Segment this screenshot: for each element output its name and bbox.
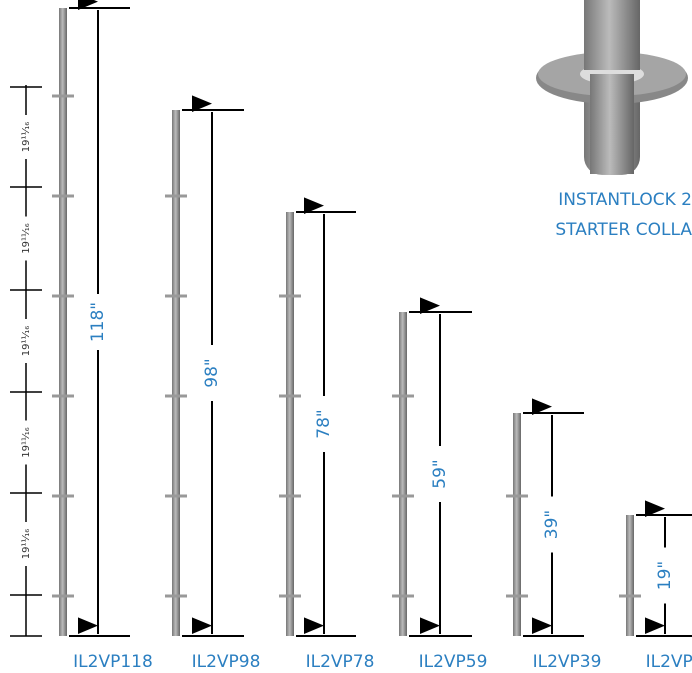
dim-label: 19" <box>655 561 675 590</box>
dim-label-bg <box>428 446 452 502</box>
post <box>513 413 521 636</box>
collar-label: STARTER COLLA <box>555 220 692 240</box>
dim-label-bg <box>312 396 336 452</box>
ruler-label: 19¹¹⁄₁₆ <box>21 122 32 152</box>
post <box>172 110 180 636</box>
model-label: IL2VP39 <box>533 652 602 672</box>
ruler-label-bg <box>19 319 33 363</box>
dim-label: 118" <box>88 302 108 342</box>
ruler-label: 19¹¹⁄₁₆ <box>21 529 32 559</box>
post <box>59 8 67 636</box>
dim-label: 59" <box>430 459 450 488</box>
ruler-label: 19¹¹⁄₁₆ <box>21 427 32 457</box>
dim-label: 39" <box>542 510 562 539</box>
collar-image <box>536 0 688 175</box>
dim-label-bg <box>86 294 110 350</box>
ruler-label-bg <box>19 420 33 465</box>
collar-label: INSTANTLOCK 2 <box>558 190 692 210</box>
ruler-label: 19¹¹⁄₁₆ <box>21 326 32 356</box>
model-label: IL2VP78 <box>306 652 375 672</box>
dim-label-bg <box>653 547 677 604</box>
post <box>399 312 407 636</box>
post <box>286 212 294 636</box>
ruler-label: 19¹¹⁄₁₆ <box>21 223 32 253</box>
ruler-label-bg <box>19 522 33 566</box>
dim-label: 78" <box>314 409 334 438</box>
dim-label: 98" <box>202 358 222 387</box>
dim-label-bg <box>200 345 224 401</box>
post <box>626 515 634 636</box>
ruler-label-bg <box>19 216 33 261</box>
model-label: IL2VP59 <box>419 652 488 672</box>
dim-label-bg <box>540 496 564 553</box>
model-label: IL2VP98 <box>192 652 261 672</box>
model-label: IL2VP118 <box>73 652 153 672</box>
ruler-label-bg <box>19 115 33 159</box>
